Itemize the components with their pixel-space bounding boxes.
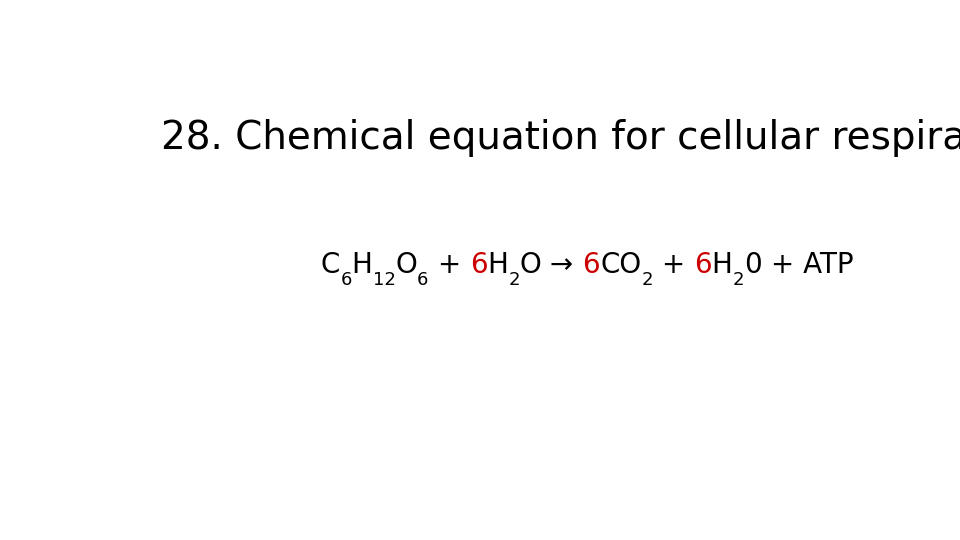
Text: H: H (711, 251, 732, 279)
Text: 2: 2 (508, 271, 519, 289)
Text: →: → (541, 251, 583, 279)
Text: + ATP: + ATP (761, 251, 853, 279)
Text: 6: 6 (694, 251, 711, 279)
Text: 2: 2 (641, 271, 653, 289)
Text: H: H (488, 251, 508, 279)
Text: 6: 6 (469, 251, 488, 279)
Text: 6: 6 (418, 271, 428, 289)
Text: +: + (653, 251, 694, 279)
Text: 6: 6 (583, 251, 600, 279)
Text: 12: 12 (372, 271, 396, 289)
Text: CO: CO (600, 251, 641, 279)
Text: 28. Chemical equation for cellular respiration: 28. Chemical equation for cellular respi… (161, 119, 960, 157)
Text: 6: 6 (340, 271, 351, 289)
Text: 2: 2 (732, 271, 744, 289)
Text: +: + (428, 251, 469, 279)
Text: 0: 0 (744, 251, 761, 279)
Text: H: H (351, 251, 372, 279)
Text: C: C (321, 251, 340, 279)
Text: O: O (519, 251, 541, 279)
Text: O: O (396, 251, 418, 279)
